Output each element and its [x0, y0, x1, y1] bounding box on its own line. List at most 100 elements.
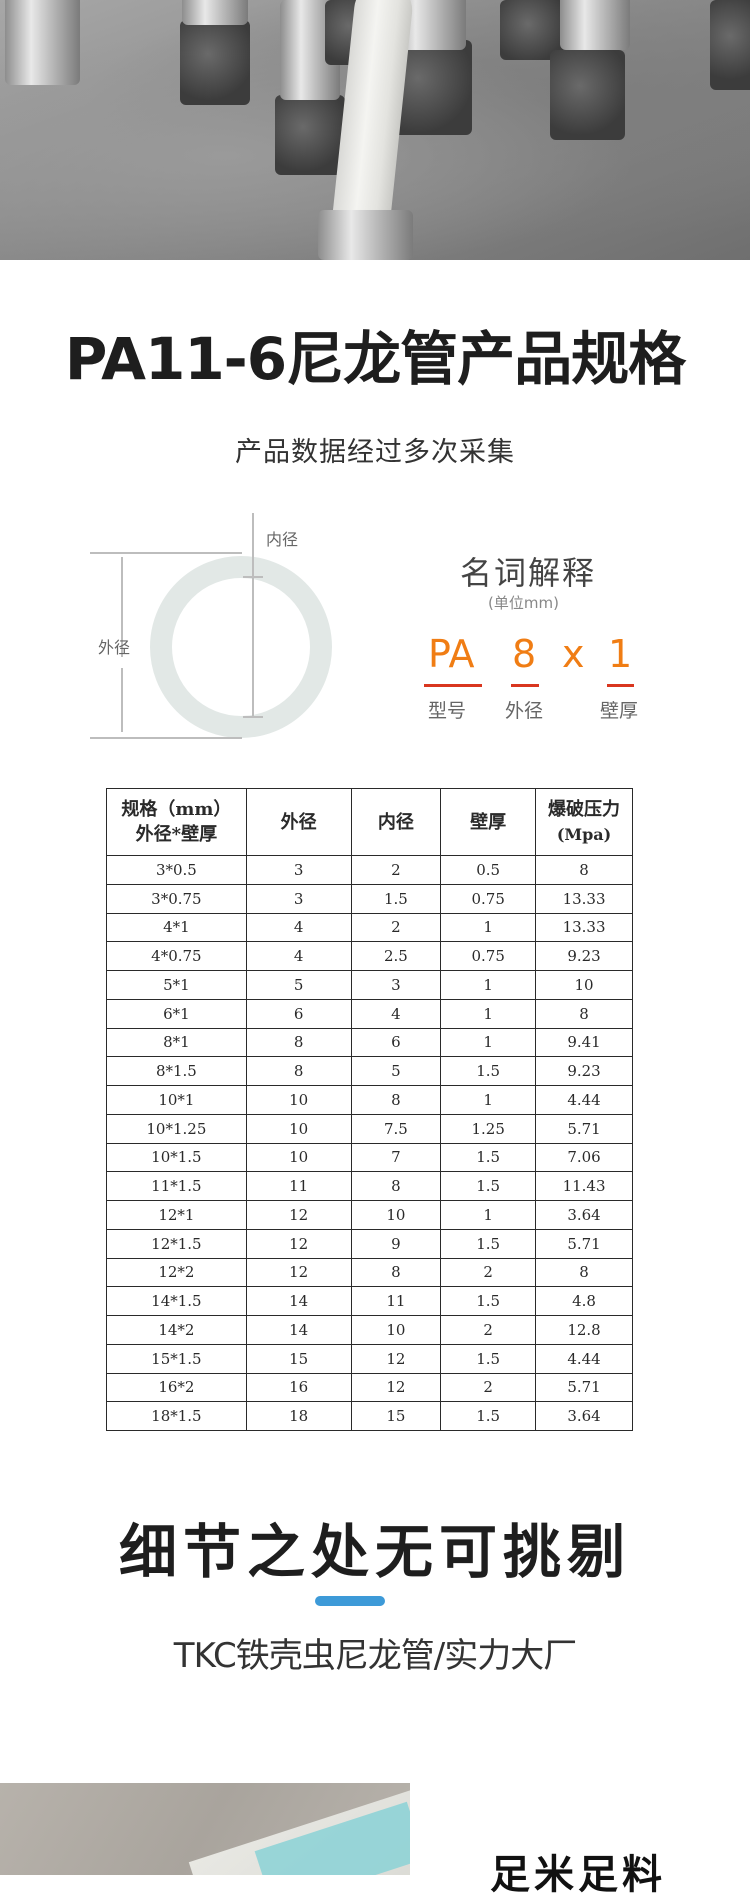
code-x: x [562, 632, 585, 676]
spec-table: 规格（mm） 外径*壁厚 外径 内径 壁厚 爆破压力 (Mpa) 3*0.5 3 2… [106, 788, 633, 1431]
steel-fitting [5, 0, 80, 85]
header-burst: 爆破压力 (Mpa) [535, 788, 633, 856]
header-burst-line1: 爆破压力 [548, 799, 621, 820]
cell-inner: 15 [350, 1401, 442, 1431]
cell-inner: 2 [350, 912, 442, 943]
cell-wall: 1.5 [440, 1401, 537, 1431]
cell-outer: 8 [245, 1056, 352, 1086]
cell-inner: 8 [350, 1085, 442, 1115]
table-row: 14*1.5 14 11 1.5 4.8 [106, 1286, 633, 1316]
cell-spec: 8*1.5 [106, 1056, 247, 1086]
cell-wall: 2 [440, 1315, 537, 1345]
cell-wall: 1 [440, 1027, 537, 1058]
iron-nut [710, 0, 750, 90]
cell-wall: 1 [440, 912, 537, 943]
page-title: PA11-6尼龙管产品规格 [64, 325, 686, 393]
cell-spec: 4*1 [106, 912, 247, 943]
table-row: 12*2 12 8 2 8 [106, 1257, 633, 1288]
cell-outer: 3 [245, 883, 352, 914]
cell-inner: 8 [350, 1257, 442, 1288]
cell-burst: 13.33 [535, 912, 633, 943]
cell-spec: 10*1.25 [106, 1113, 247, 1144]
cell-outer: 10 [245, 1085, 352, 1115]
header-spec-line1: 规格（mm） [121, 799, 232, 820]
cell-spec: 3*0.75 [106, 883, 247, 914]
table-row: 12*1 12 10 1 3.64 [106, 1200, 633, 1230]
table-row: 6*1 6 4 1 8 [106, 998, 633, 1029]
cell-spec: 14*1.5 [106, 1286, 247, 1316]
glossary-panel: 名词解释 (单位mm) PA 8 x 1 型号 外径 壁厚 [400, 520, 680, 740]
cell-spec: 16*2 [106, 1372, 247, 1403]
detail-subtitle: TKC铁壳虫尼龙管/实力大厂 [173, 1636, 577, 1676]
cell-burst: 4.44 [535, 1085, 633, 1115]
dimension-line [121, 557, 123, 657]
table-row: 10*1 10 8 1 4.44 [106, 1085, 633, 1115]
cell-outer: 10 [245, 1142, 352, 1173]
cell-burst: 9.23 [535, 1056, 633, 1086]
table-row: 8*1 8 6 1 9.41 [106, 1027, 633, 1058]
cell-inner: 10 [350, 1315, 442, 1345]
cell-outer: 6 [245, 998, 352, 1029]
code-wall: 1 [608, 632, 633, 676]
cell-burst: 5.71 [535, 1372, 633, 1403]
cell-inner: 12 [350, 1372, 442, 1403]
code-outer: 8 [512, 632, 537, 676]
cell-inner: 2 [350, 855, 442, 885]
dimension-line [121, 668, 123, 732]
cell-wall: 1.25 [440, 1113, 537, 1144]
cell-wall: 0.75 [440, 941, 537, 971]
cell-burst: 7.06 [535, 1142, 633, 1173]
table-row: 5*1 5 3 1 10 [106, 970, 633, 1000]
cell-outer: 14 [245, 1286, 352, 1316]
cell-inner: 2.5 [350, 941, 442, 971]
cell-wall: 0.75 [440, 883, 537, 914]
table-header-row: 规格（mm） 外径*壁厚 外径 内径 壁厚 爆破压力 (Mpa) [106, 788, 633, 856]
cell-spec: 8*1 [106, 1027, 247, 1058]
table-row: 12*1.5 12 9 1.5 5.71 [106, 1228, 633, 1259]
header-burst-line2: (Mpa) [556, 825, 612, 844]
tube-ring-icon [150, 556, 332, 738]
dimension-tick [243, 576, 263, 578]
cell-outer: 11 [245, 1171, 352, 1201]
cell-burst: 3.64 [535, 1200, 633, 1230]
cell-burst: 9.41 [535, 1027, 633, 1058]
cell-spec: 12*2 [106, 1257, 247, 1288]
cell-burst: 3.64 [535, 1401, 633, 1431]
cell-inner: 8 [350, 1171, 442, 1201]
cell-wall: 1.5 [440, 1056, 537, 1086]
cell-inner: 4 [350, 998, 442, 1029]
table-row: 16*2 16 12 2 5.71 [106, 1372, 633, 1403]
cell-burst: 9.23 [535, 941, 633, 971]
inner-diameter-label: 内径 [266, 530, 299, 549]
cell-burst: 13.33 [535, 883, 633, 914]
cell-burst: 5.71 [535, 1113, 633, 1144]
cell-burst: 8 [535, 855, 633, 885]
outer-diameter-label: 外径 [98, 638, 131, 657]
cell-inner: 9 [350, 1228, 442, 1259]
cell-spec: 4*0.75 [106, 941, 247, 971]
cell-outer: 12 [245, 1228, 352, 1259]
iron-nut [275, 95, 345, 175]
table-row: 15*1.5 15 12 1.5 4.44 [106, 1343, 633, 1374]
cell-spec: 12*1.5 [106, 1228, 247, 1259]
cell-burst: 12.8 [535, 1315, 633, 1345]
table-row: 3*0.75 3 1.5 0.75 13.33 [106, 883, 633, 914]
cell-inner: 3 [350, 970, 442, 1000]
cell-outer: 15 [245, 1343, 352, 1374]
iron-nut [180, 20, 250, 105]
dimension-line [252, 513, 254, 718]
header-spec: 规格（mm） 外径*壁厚 [106, 788, 247, 856]
label-model: 型号 [428, 700, 467, 722]
cell-spec: 14*2 [106, 1315, 247, 1345]
cell-wall: 1.5 [440, 1286, 537, 1316]
dimension-line [90, 552, 242, 554]
underline-outer [511, 684, 539, 687]
iron-nut [550, 50, 625, 140]
cell-inner: 12 [350, 1343, 442, 1374]
hero-product-photo [0, 0, 750, 260]
cell-outer: 3 [245, 855, 352, 885]
cell-spec: 12*1 [106, 1200, 247, 1230]
cell-burst: 10 [535, 970, 633, 1000]
steel-fitting [560, 0, 630, 50]
cell-inner: 5 [350, 1056, 442, 1086]
